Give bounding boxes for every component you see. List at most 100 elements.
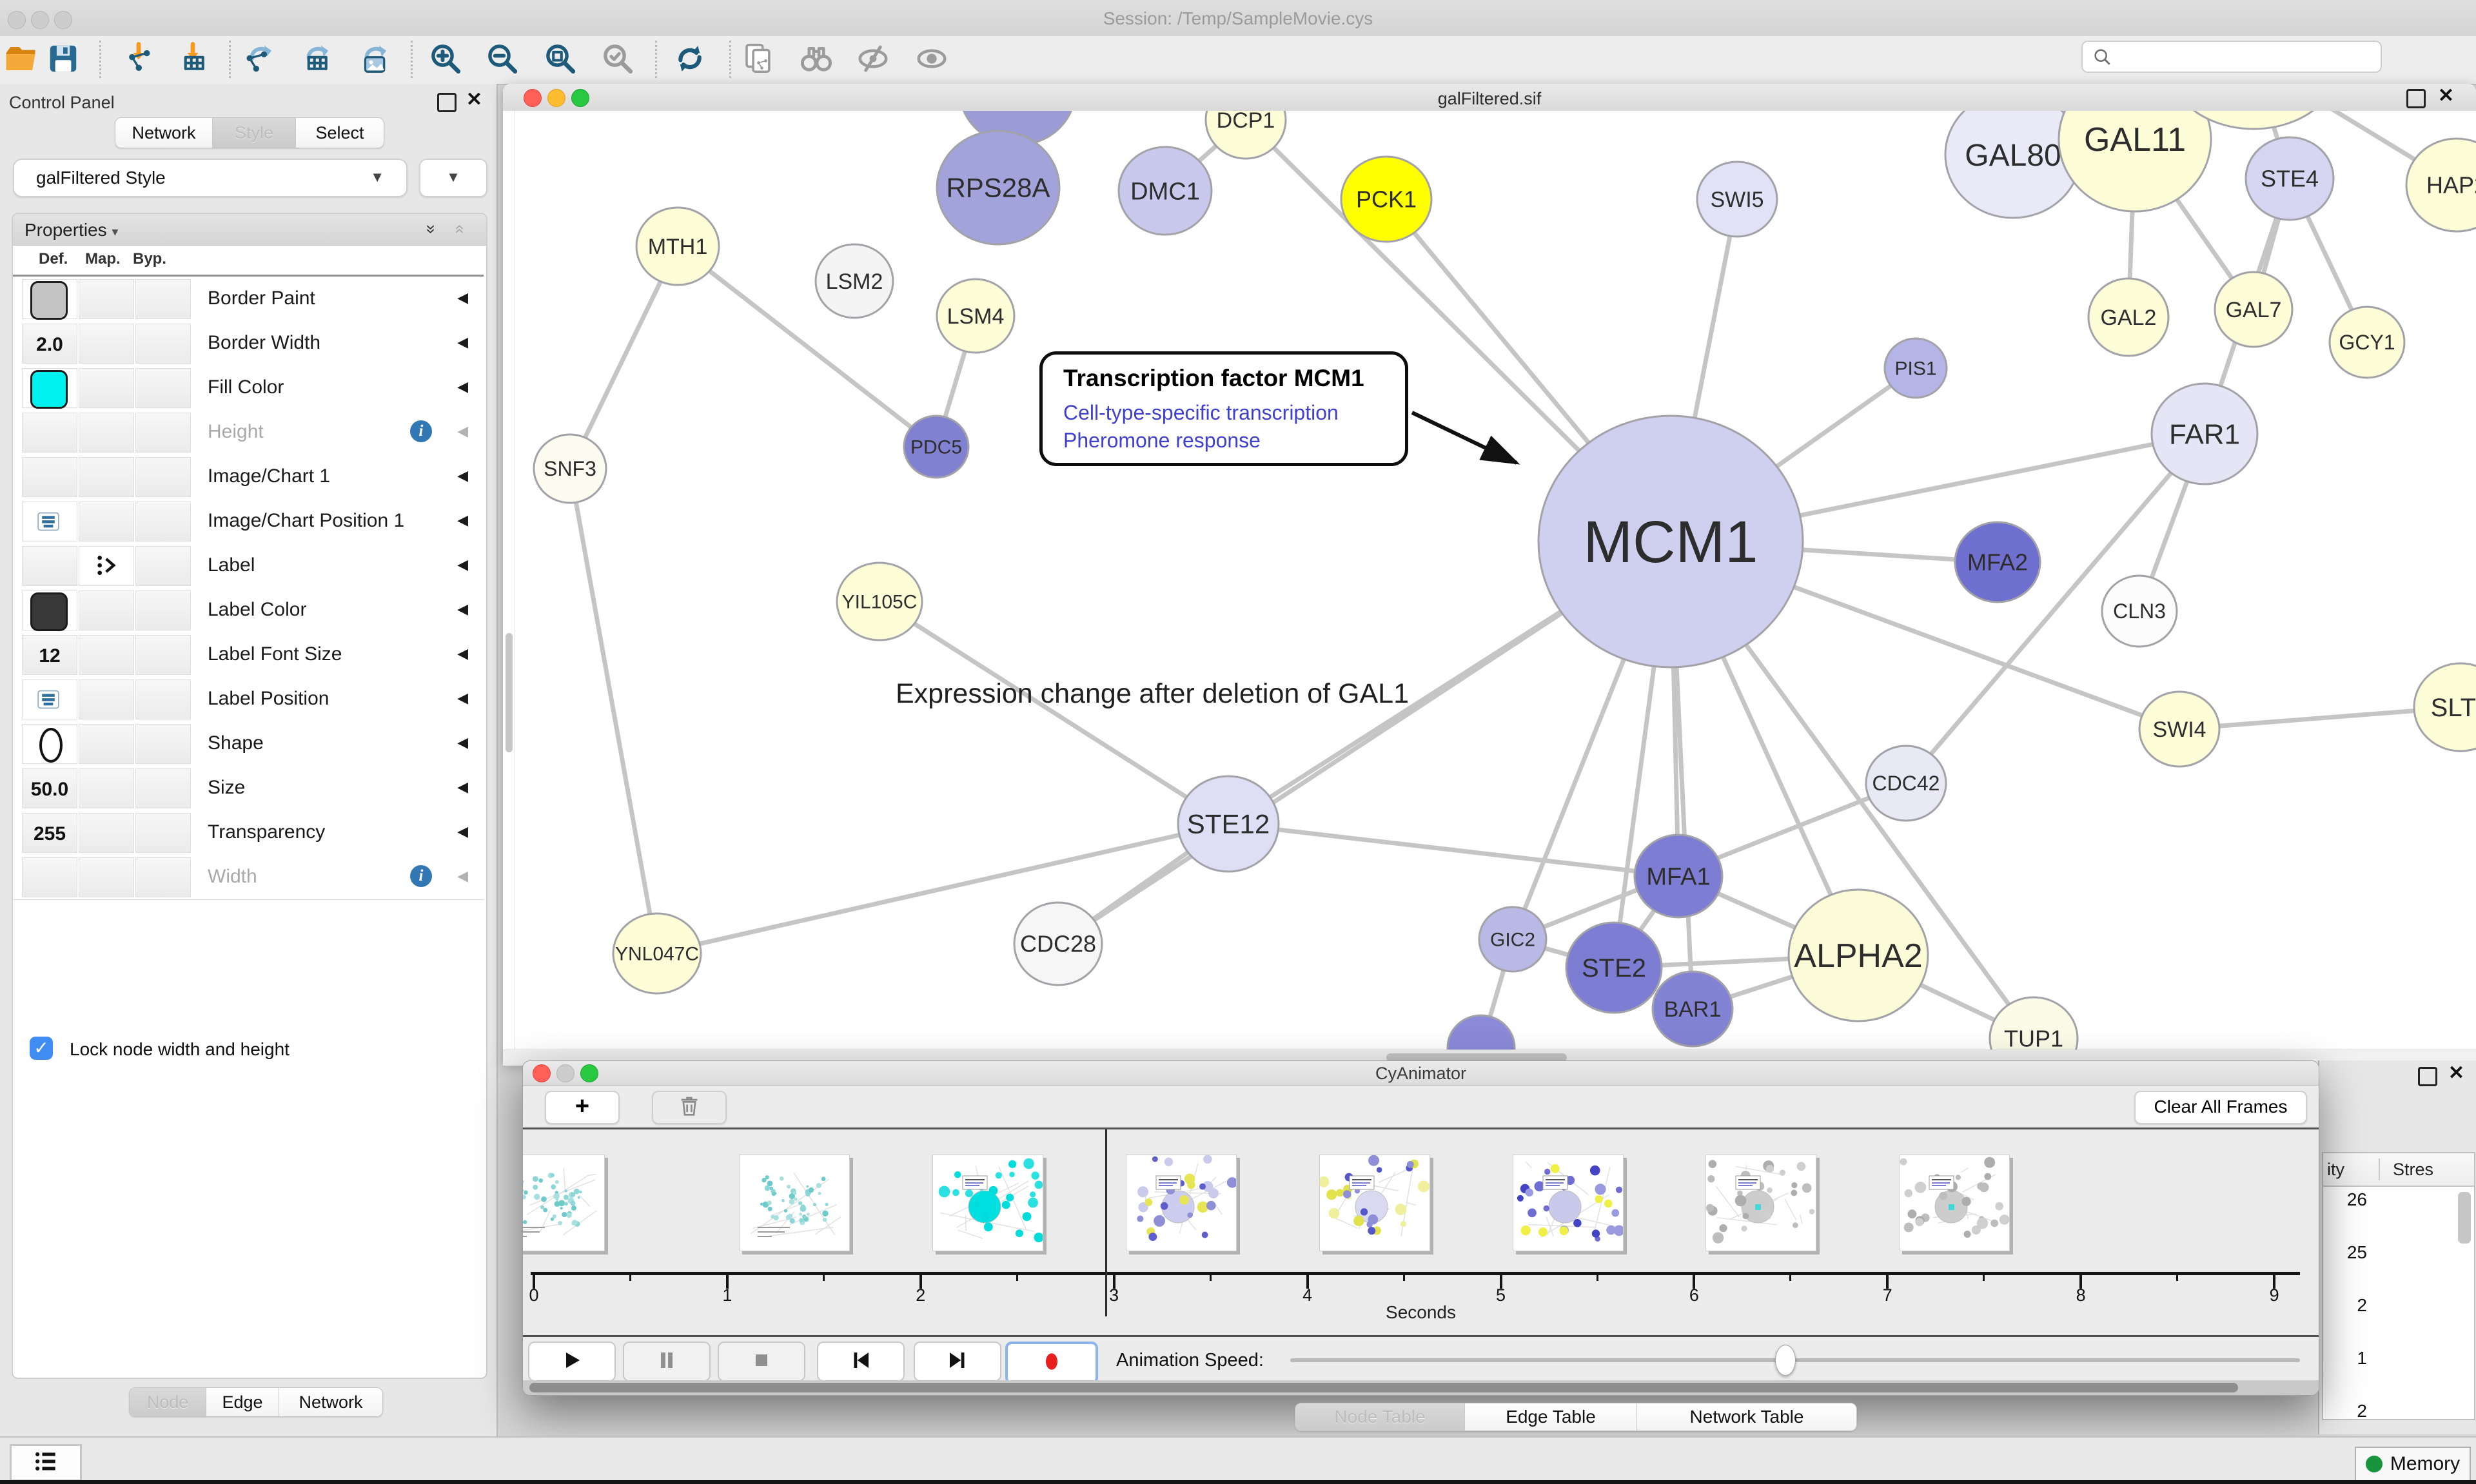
property-row-height[interactable]: Height i ◀: [13, 410, 484, 455]
next-frame-button[interactable]: [914, 1342, 1001, 1381]
table-row[interactable]: 2: [2323, 1293, 2474, 1319]
bypass-cell[interactable]: [135, 635, 191, 675]
vertical-scrollbar[interactable]: [504, 111, 515, 1050]
node-MFA1[interactable]: [1633, 834, 1724, 919]
node-PIS1[interactable]: [1883, 337, 1948, 399]
float-panel-icon[interactable]: [437, 93, 457, 112]
expand-property-icon[interactable]: ◀: [457, 690, 468, 706]
open-session-icon[interactable]: [3, 41, 39, 77]
float-results-icon[interactable]: [2418, 1067, 2437, 1086]
node-LSM2[interactable]: [814, 243, 894, 319]
bypass-cell[interactable]: [135, 546, 191, 586]
node-STE2[interactable]: [1565, 921, 1663, 1014]
close-window-icon[interactable]: ✕: [2437, 85, 2454, 106]
node-HAP2[interactable]: [2405, 137, 2476, 233]
frame-thumbnail-4[interactable]: [1318, 1155, 1430, 1251]
info-icon[interactable]: i: [410, 420, 432, 442]
mapping-cell[interactable]: [79, 279, 134, 319]
frames-timeline[interactable]: 0 1 2 3 4 5 6 7 8 9 Seconds: [523, 1129, 2319, 1335]
float-window-icon[interactable]: [2406, 89, 2426, 108]
expand-property-icon[interactable]: ◀: [457, 289, 468, 306]
expand-property-icon[interactable]: ◀: [457, 868, 468, 884]
mapping-cell[interactable]: [79, 857, 134, 897]
clear-all-frames-button[interactable]: Clear All Frames: [2134, 1091, 2307, 1124]
mapping-cell[interactable]: [79, 813, 134, 853]
results-scrollbar[interactable]: [2458, 1192, 2471, 1244]
property-row-fill-color[interactable]: Fill Color ◀: [13, 366, 484, 411]
node-MTH1[interactable]: [635, 206, 720, 286]
node-CUTB[interactable]: [1446, 1014, 1516, 1051]
node-PDC5[interactable]: [903, 415, 970, 479]
node-FAR1[interactable]: [2150, 382, 2259, 485]
annotation-link-2[interactable]: Pheromone response: [1063, 429, 1261, 452]
export-image-icon[interactable]: [357, 41, 393, 77]
window-minimize-button[interactable]: [547, 89, 565, 107]
default-value-cell[interactable]: 2.0: [22, 324, 77, 364]
annotation-link-1[interactable]: Cell-type-specific transcription: [1063, 401, 1339, 424]
tab-style[interactable]: Style: [213, 118, 296, 148]
frame-thumbnail-0[interactable]: [523, 1155, 605, 1251]
default-value-cell[interactable]: [22, 413, 77, 453]
properties-header[interactable]: Properties ▾ » »: [13, 214, 486, 246]
property-row-image-chart-1[interactable]: Image/Chart 1 ◀: [13, 454, 484, 500]
mapping-cell[interactable]: [79, 591, 134, 630]
bypass-cell[interactable]: [135, 279, 191, 319]
node-GAL2[interactable]: [2087, 277, 2170, 357]
tab-network[interactable]: Network: [115, 118, 213, 148]
mapping-cell[interactable]: [79, 546, 134, 586]
expand-property-icon[interactable]: ◀: [457, 334, 468, 350]
app-close-button[interactable]: [8, 11, 26, 29]
import-network-icon[interactable]: [121, 41, 157, 77]
window-zoom-button[interactable]: [571, 89, 589, 107]
expand-property-icon[interactable]: ◀: [457, 467, 468, 483]
property-row-label[interactable]: Label ◀: [13, 543, 484, 589]
node-CDC28[interactable]: [1013, 901, 1103, 986]
expand-property-icon[interactable]: ◀: [457, 734, 468, 750]
close-panel-icon[interactable]: ✕: [466, 89, 482, 110]
node-ALPHA2[interactable]: [1787, 888, 1929, 1022]
bypass-cell[interactable]: [135, 457, 191, 497]
save-session-icon[interactable]: [46, 41, 82, 77]
frame-thumbnail-2[interactable]: [932, 1155, 1044, 1251]
show-details-icon[interactable]: [914, 41, 950, 77]
expand-property-icon[interactable]: ◀: [457, 423, 468, 439]
bypass-cell[interactable]: [135, 724, 191, 764]
node-LSM4[interactable]: [936, 278, 1016, 354]
property-row-label-font-size[interactable]: 12 Label Font Size ◀: [13, 632, 484, 678]
tab-node[interactable]: Node: [130, 1388, 206, 1416]
frame-thumbnail-7[interactable]: [1899, 1155, 2010, 1251]
node-STE4[interactable]: [2245, 136, 2335, 221]
property-row-border-width[interactable]: 2.0 Border Width ◀: [13, 321, 484, 366]
zoom-fit-icon[interactable]: [543, 41, 579, 77]
export-network-icon[interactable]: [242, 41, 278, 77]
node-PALE[interactable]: [2166, 111, 2341, 130]
expand-property-icon[interactable]: ◀: [457, 512, 468, 528]
node-SLT2[interactable]: [2413, 662, 2476, 752]
style-options-button[interactable]: ▼: [419, 159, 487, 197]
table-row[interactable]: 1: [2323, 1345, 2474, 1372]
node-SNF3[interactable]: [533, 433, 607, 504]
node-YIL105C[interactable]: [836, 561, 923, 641]
mapping-cell[interactable]: [79, 679, 134, 719]
property-row-border-paint[interactable]: Border Paint ◀: [13, 277, 484, 322]
tab-network-table[interactable]: Network Table: [1637, 1403, 1856, 1430]
annotation-callout[interactable]: Transcription factor MCM1 Cell-type-spec…: [1039, 351, 1408, 466]
frame-thumbnail-6[interactable]: [1705, 1155, 1817, 1251]
mapping-cell[interactable]: [79, 768, 134, 808]
hide-details-icon[interactable]: [856, 41, 892, 77]
bypass-cell[interactable]: [135, 679, 191, 719]
export-table-icon[interactable]: [299, 41, 335, 77]
frame-thumbnail-3[interactable]: [1125, 1155, 1237, 1251]
bypass-cell[interactable]: [135, 813, 191, 853]
search-input[interactable]: [2117, 43, 2372, 69]
node-BAR1[interactable]: [1651, 970, 1734, 1048]
node-CDC42[interactable]: [1865, 745, 1947, 822]
bypass-cell[interactable]: [135, 502, 191, 542]
expand-all-icon[interactable]: »: [422, 224, 442, 234]
record-button[interactable]: [1005, 1342, 1098, 1384]
tab-network[interactable]: Network: [279, 1388, 382, 1416]
property-row-shape[interactable]: Shape ◀: [13, 721, 484, 766]
node-SWI5[interactable]: [1696, 161, 1778, 238]
play-button[interactable]: [528, 1342, 616, 1381]
property-row-label-color[interactable]: Label Color ◀: [13, 588, 484, 633]
